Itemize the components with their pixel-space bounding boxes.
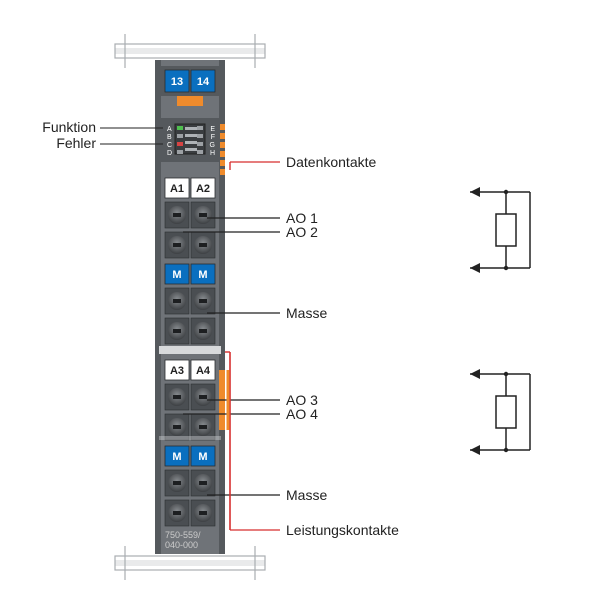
svg-text:A3: A3 (170, 365, 184, 377)
label-datenkontakte: Datenkontakte (286, 154, 376, 170)
svg-text:750-559/040-000: 750-559/040-000 (165, 530, 201, 550)
svg-text:14: 14 (197, 76, 210, 88)
label-leistungskontakte: Leistungskontakte (286, 522, 399, 538)
svg-text:E: E (210, 126, 215, 133)
svg-text:M: M (198, 451, 207, 463)
svg-text:A1: A1 (170, 183, 184, 195)
svg-text:13: 13 (171, 76, 183, 88)
label-ao2: AO 2 (286, 224, 318, 240)
label-masse2: Masse (286, 487, 327, 503)
svg-text:M: M (172, 451, 181, 463)
label-ao4: AO 4 (286, 406, 318, 422)
svg-text:G: G (210, 142, 215, 149)
label-funktion: Funktion (42, 119, 96, 135)
svg-text:A: A (167, 126, 172, 133)
svg-text:H: H (210, 150, 215, 157)
svg-text:F: F (211, 134, 215, 141)
svg-text:M: M (172, 269, 181, 281)
svg-text:M: M (198, 269, 207, 281)
label-fehler: Fehler (56, 135, 96, 151)
svg-text:B: B (167, 134, 172, 141)
svg-text:A4: A4 (196, 365, 211, 377)
svg-text:C: C (167, 142, 172, 149)
label-masse1: Masse (286, 305, 327, 321)
svg-text:A2: A2 (196, 183, 210, 195)
svg-text:D: D (167, 150, 172, 157)
wiring-diagram: 13 14 ABCD EFGH A1 A2 M M A3 A4 M M 750-559/040-000 F… (0, 0, 600, 600)
